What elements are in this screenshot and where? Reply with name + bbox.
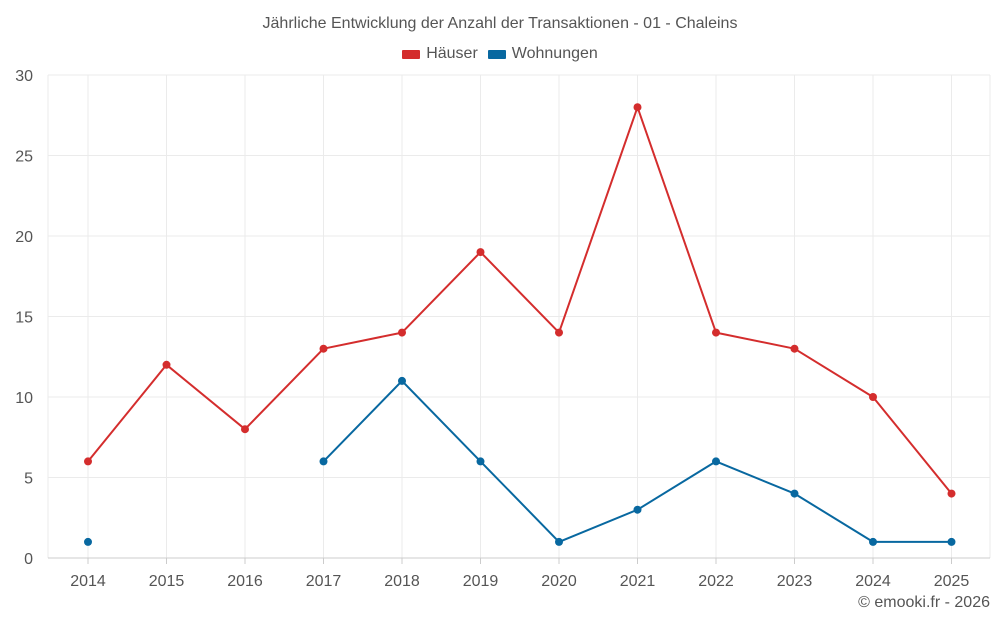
legend-item-wohnungen[interactable]: Wohnungen — [487, 45, 598, 63]
data-point-haeuser[interactable] — [790, 344, 799, 353]
data-point-wohnungen[interactable] — [398, 376, 406, 385]
legend-label-haeuser: Häuser — [426, 45, 478, 62]
grid-lines — [48, 74, 990, 558]
data-point-haeuser[interactable] — [476, 248, 485, 257]
series-line-haeuser — [87, 106, 953, 495]
data-point-wohnungen[interactable] — [790, 489, 799, 498]
data-point-wohnungen[interactable] — [947, 537, 956, 546]
data-point-wohnungen[interactable] — [319, 457, 328, 466]
y-tick-label: 25 — [15, 149, 33, 166]
legend-swatch-wohnungen — [487, 49, 506, 59]
data-point-wohnungen[interactable] — [869, 537, 877, 546]
legend-swatch-haeuser — [402, 49, 421, 59]
x-tick-label: 2020 — [541, 573, 577, 590]
legend-item-haeuser[interactable]: Häuser — [402, 45, 478, 63]
x-tick-label: 2021 — [620, 573, 656, 590]
y-tick-label: 10 — [15, 390, 33, 407]
series-lines — [84, 103, 956, 546]
x-tick-label: 2019 — [463, 573, 499, 590]
x-tick-label: 2025 — [934, 573, 970, 590]
x-tick-label: 2024 — [855, 573, 891, 590]
x-tick-label: 2014 — [70, 573, 106, 590]
x-tick-label: 2017 — [306, 573, 342, 590]
x-tick-label: 2015 — [149, 573, 185, 590]
axes — [47, 75, 991, 564]
data-point-haeuser[interactable] — [555, 328, 563, 337]
y-tick-label: 0 — [24, 551, 33, 568]
y-tick-label: 30 — [15, 68, 33, 85]
data-point-haeuser[interactable] — [162, 360, 171, 369]
x-tick-label: 2018 — [384, 573, 420, 590]
data-point-haeuser[interactable] — [633, 103, 642, 112]
data-point-haeuser[interactable] — [319, 344, 328, 353]
y-tick-label: 15 — [15, 310, 33, 327]
chart-title: Jährliche Entwicklung der Anzahl der Tra… — [262, 15, 738, 32]
legend-label-wohnungen: Wohnungen — [511, 45, 598, 62]
data-point-wohnungen[interactable] — [633, 505, 642, 514]
data-point-wohnungen[interactable] — [555, 537, 563, 546]
data-point-haeuser[interactable] — [84, 457, 92, 466]
x-tick-label: 2022 — [698, 573, 734, 590]
data-point-haeuser[interactable] — [241, 425, 249, 434]
data-point-wohnungen[interactable] — [84, 537, 92, 546]
data-point-wohnungen[interactable] — [476, 457, 485, 466]
data-point-haeuser[interactable] — [947, 489, 956, 498]
data-point-haeuser[interactable] — [869, 393, 877, 401]
y-tick-label: 20 — [15, 229, 33, 246]
copyright-credit: © emooki.fr - 2026 — [858, 594, 990, 611]
data-point-haeuser[interactable] — [398, 328, 406, 337]
data-point-wohnungen[interactable] — [712, 457, 720, 466]
data-point-haeuser[interactable] — [712, 328, 720, 337]
x-tick-label: 2023 — [777, 573, 813, 590]
y-tick-label: 5 — [24, 471, 33, 488]
legend: Häuser Wohnungen — [0, 45, 1000, 63]
x-tick-label: 2016 — [227, 573, 263, 590]
